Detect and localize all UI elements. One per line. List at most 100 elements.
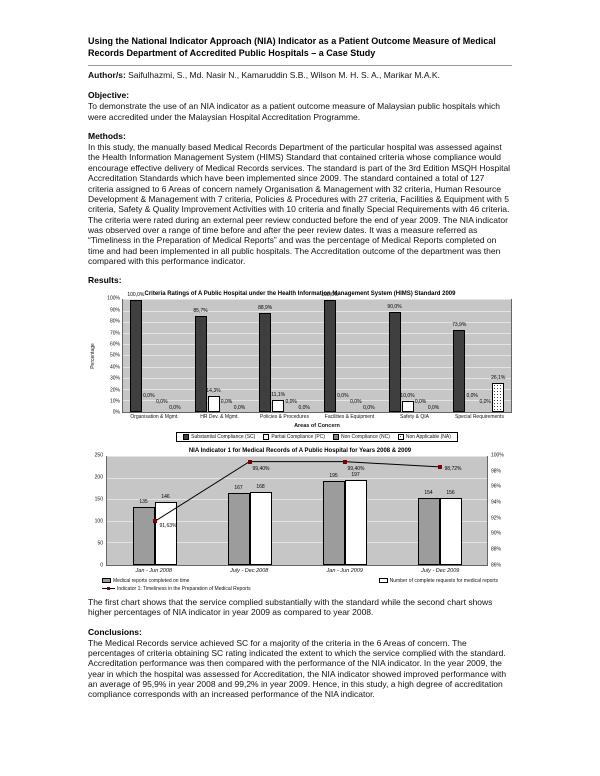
chart-1-bar [401,401,414,413]
chart-2-legend-swatch [378,578,388,584]
chart-1-bar-slot: 100,0% [127,293,144,413]
chart-1-legend-item: Substantial Compliance (SC) [183,433,255,440]
chart-1-gridline [123,400,511,402]
chart-1-bar-slot: 0,0% [337,300,349,412]
chart-2-bar [249,492,272,565]
chart-2-bar-slot: 168 [249,457,272,565]
chart-1-groups: 100,0% 0,0% 0,0% 0,0% 85,7% 14,3% 0,0% 0,0% 88,9… [123,293,511,413]
chart-1-legend-label: Non Applicable (NA) [405,433,451,440]
chart-1-gridline [123,366,511,368]
chart-1-x-axis-title: Areas of Concern [294,422,340,429]
chart-2-right-tick-label: 94% [491,499,502,506]
chart-1-x-tick-label: Special Requirements [455,414,504,421]
chart-1-x-tick-label: HR Dev. & Mgmt. [200,414,239,421]
chart-1-x-tick-label: Organisation & Mgmt. [130,414,179,421]
chart-2-bar-group: 167 168 [202,457,297,565]
chart-2-legend-item: Medical reports completed on time [102,578,189,584]
chart-1-bar-value-label: 0,0% [427,405,440,412]
chart-2: NIA Indicator 1 for Medical Records of A… [88,448,512,592]
chart-1-bar-value-label: 100,0% [321,292,339,299]
chart-1-gridline [123,310,511,312]
chart-1-x-tick-label: Safety & QIA [400,414,429,421]
chart-2-line-value-label: 91,63% [159,523,177,530]
chart-1-y-tick-label: 40% [109,364,120,371]
chart-2-legend-item-line: Indicator 1: Timeliness in the Preparati… [102,586,251,592]
chart-1-bar-slot: 14,3% [206,300,221,413]
chart-2-legend-label: Indicator 1: Timeliness in the Preparati… [117,585,251,592]
chart-1-bar [129,300,142,413]
chart-2-left-tick-label: 200 [94,474,103,481]
chart-1-bar [323,300,336,413]
chart-1-x-tick-labels: Organisation & Mgmt. HR Dev. & Mgmt. Polic… [122,415,512,421]
chart-2-bar-slot: 154 [417,457,440,565]
chart-1-legend-item: Partial Compliance (PC) [263,433,325,440]
chart-1-bar-slot: 90,0% [387,300,402,413]
chart-1-gridline [123,299,511,301]
chart-1-bar-value-label: 0,0% [220,399,233,406]
chart-1-legend-swatch [332,433,339,440]
chart-2-x-tick-label: Jan - Jun 2008 [135,567,172,574]
chart-2-plot-area: 135 146 167 168 195 197 154 156 91,63% 99,40% 99,4… [106,455,488,566]
chart-1-y-axis-title: Percentage [89,343,96,370]
chart-1-gridline [123,389,511,391]
page-title: Using the National Indicator Approach (N… [88,36,496,58]
chart-1-title: Criteria Ratings of A Public Hospital un… [144,291,456,298]
chart-1-bar-slot: 0,0% [285,300,297,412]
chart-1-y-tick-label: 60% [109,341,120,348]
chart-1-legend-item: Non Applicable (NA) [397,433,451,440]
chart-1-bar-slot: 0,0% [466,300,478,412]
chart-2-legend-item: Number of complete requests for medical … [378,577,498,584]
chart-2-legend-line-swatch [102,586,115,591]
chart-1-bar-slot: 0,0% [221,300,233,412]
chart-2-bar-value-label: 135 [139,498,148,505]
chart-2-legend-label: Number of complete requests for medical … [389,577,498,584]
methods-heading: Methods: [88,131,126,142]
chart-1-bar [453,329,466,413]
chart-1-bar-slot: 0,0% [169,300,181,412]
chart-1-legend: Substantial Compliance (SC) Partial Compl… [176,431,458,442]
conclusions-text: The Medical Records service achieved SC … [88,637,507,700]
chart-2-x-tick-label: July - Dec 2008 [230,567,269,574]
chart-2-right-tick-label: 92% [491,515,502,522]
chart-2-bar-slot: 167 [227,457,250,565]
chart-1-gridline [123,377,511,379]
authors-label: Author/s: [88,70,126,81]
chart-1-y-axis: Percentage 0% 10% 20% 30% 40% 50% 60% 70% 80% 90%… [88,296,122,415]
chart-1: Criteria Ratings of A Public Hospital un… [88,291,512,442]
chart-1-bar [207,396,220,413]
chart-1-bar-slot: 73,9% [452,300,466,413]
chart-2-right-tick-label: 90% [491,530,502,537]
chart-2-x-tick-label: July - Dec 2009 [421,567,460,574]
chart-1-y-tick-label: 70% [109,330,120,337]
chart-2-left-axis: 0 50 100 150 200 250 [88,452,106,568]
chart-1-legend-swatch [183,433,190,440]
chart-2-line-value-label: 99,40% [347,465,365,472]
chart-1-bar-slot: 0,0% [298,300,310,412]
chart-1-bar-value-label: 0,0% [298,405,310,412]
chart-1-y-tick-label: 10% [109,398,120,405]
chart-2-bar-value-label: 195 [329,472,338,479]
conclusions-heading: Conclusions: [88,626,142,637]
chart-1-bar-value-label: 88,9% [258,304,273,311]
chart-1-bar-slot: 0,0% [234,300,246,412]
chart-2-bar-value-label: 156 [446,489,455,496]
chart-2-bar [132,506,155,565]
chart-1-bar-value-label: 10,0% [400,393,415,400]
methods-text: In this study, the manually based Medica… [88,142,511,267]
chart-1-y-tick-label: 50% [109,352,120,359]
chart-2-bar-group: 195 197 [297,457,392,565]
chart-2-gridline [107,520,487,522]
chart-1-bar-value-label: 90,0% [387,303,402,310]
chart-2-bar-value-label: 168 [256,484,265,491]
chart-2-left-tick-label: 250 [94,452,103,459]
chart-1-bar-slot: 0,0% [156,300,168,412]
chart-1-bar-value-label: 0,0% [363,405,375,412]
chart-2-bar-slot: 156 [439,457,462,565]
chart-2-line-value-label: 98,72% [444,465,462,472]
chart-2-groups: 135 146 167 168 195 197 154 156 [107,457,487,565]
chart-2-left-tick-label: 150 [94,496,103,503]
chart-2-bar-value-label: 167 [234,484,243,491]
chart-1-bar [388,311,401,413]
chart-2-x-tick-label: Jan - Jun 2009 [326,567,363,574]
authors-line: Author/s: Saifulhazmi, S., Md. Nasir N.,… [88,70,512,80]
